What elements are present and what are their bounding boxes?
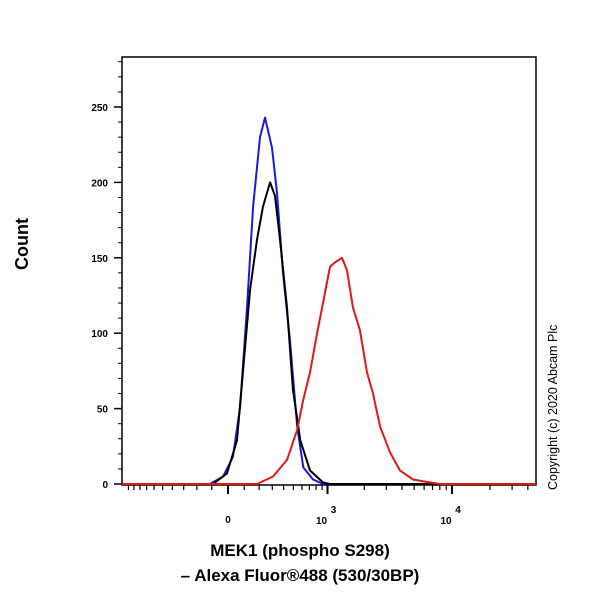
x-tick-label: 0 (225, 515, 231, 526)
y-tick-label: 50 (97, 405, 109, 416)
x-tick-exponent: 3 (331, 505, 337, 516)
histogram-series-2 (122, 256, 536, 485)
x-tick-label: 10 (316, 516, 328, 527)
y-tick-label: 100 (91, 329, 108, 340)
x-tick-label: 10 (440, 516, 452, 527)
y-tick-label: 150 (91, 254, 108, 265)
copyright-notice: Copyright (c) 2020 Abcam Plc (546, 324, 560, 490)
y-axis-title: Count (12, 218, 32, 270)
x-tick-exponent: 4 (455, 505, 461, 516)
y-tick-label: 0 (102, 480, 108, 491)
x-axis-title: MEK1 (phospho S298) – Alexa Fluor®488 (5… (100, 538, 500, 588)
x-axis-title-line2: – Alexa Fluor®488 (530/30BP) (180, 566, 420, 585)
x-axis-title-line1: MEK1 (phospho S298) (210, 541, 390, 560)
y-tick-label: 250 (91, 103, 108, 114)
y-tick-label: 200 (91, 178, 108, 189)
histogram-series-0 (209, 116, 536, 485)
histogram-series-1 (122, 181, 536, 485)
